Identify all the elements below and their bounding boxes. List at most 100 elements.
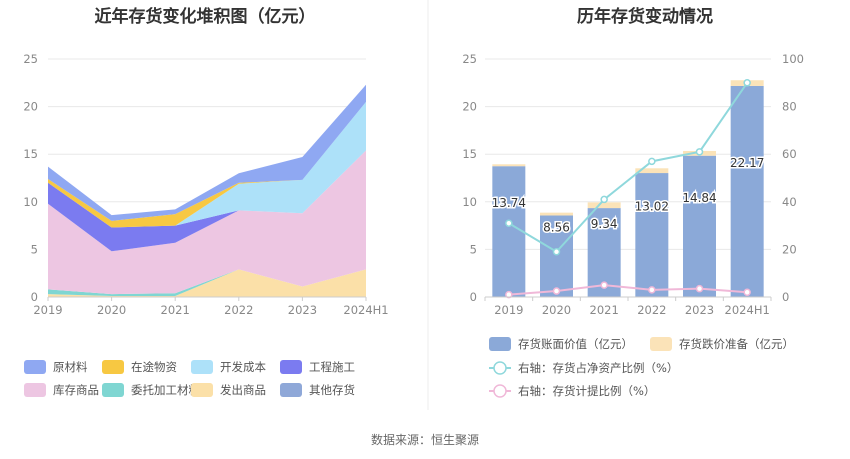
right-bars	[492, 80, 764, 298]
legend-swatch-工程施工	[280, 360, 302, 374]
bar-book-value	[635, 173, 669, 297]
legend-swatch-委托加工材料	[102, 383, 124, 397]
bar-value-label: 8.56	[543, 221, 570, 235]
area-开发成本	[48, 101, 366, 228]
left-x-tick-label: 2023	[288, 303, 317, 317]
right-y2-tick-label: 80	[782, 100, 797, 114]
right-x-tick-label: 2020	[542, 303, 571, 317]
point-provision	[743, 288, 751, 296]
right-y2-tick-label: 60	[782, 147, 797, 161]
left-y-tick-label: 15	[23, 147, 38, 161]
left-x-tick-label: 2020	[97, 303, 126, 317]
right-y-tick-label: 10	[462, 195, 477, 209]
right-y2-tick-label: 0	[782, 290, 789, 304]
left-y-tick-label: 20	[23, 100, 38, 114]
right-y-tick-label: 20	[462, 100, 477, 114]
area-库存商品	[48, 150, 366, 295]
right-x-tick-label: 2019	[494, 303, 523, 317]
bar-line-chart: 历年存货变动情况 13.74 8.56 9.34 13.02 14.84 22.17 0 5…	[462, 6, 804, 398]
bar-impairment	[492, 164, 526, 167]
area-原材料	[48, 84, 366, 221]
legend-swatch-原材料	[24, 360, 46, 374]
left-x-tick-label: 2019	[33, 303, 62, 317]
legend-marker-provision	[493, 384, 507, 398]
right-y2-tick-label: 40	[782, 195, 797, 209]
left-y-tick-label: 10	[23, 195, 38, 209]
bar-value-label: 13.02	[635, 199, 669, 213]
point-provision	[505, 290, 513, 299]
legend-label-工程施工: 工程施工	[309, 360, 355, 374]
area-委托加工材料	[48, 269, 366, 297]
bar-book-value	[683, 155, 716, 297]
right-y-tick-label: 15	[462, 147, 477, 161]
bar-value-label: 14.84	[682, 191, 716, 205]
right-x-tick-label: 2021	[590, 303, 619, 317]
legend-label-库存商品: 库存商品	[53, 383, 99, 397]
left-y-tick-label: 25	[23, 52, 38, 66]
bar-impairment	[540, 212, 573, 216]
bar-value-label: 9.34	[591, 217, 618, 231]
left-x-tick-label: 2022	[224, 303, 253, 317]
bar-value-label: 13.74	[492, 196, 526, 210]
bar-impairment	[635, 168, 669, 174]
legend-label-原材料: 原材料	[53, 360, 88, 374]
right-grid	[485, 58, 771, 298]
left-areas	[48, 84, 366, 297]
line-ratio	[508, 82, 748, 254]
right-chart-title: 历年存货变动情况	[577, 6, 713, 27]
point-provision	[648, 286, 656, 294]
right-y-tick-label: 0	[470, 290, 477, 304]
point-ratio	[552, 248, 561, 256]
point-ratio	[695, 148, 704, 156]
line-provision	[508, 284, 748, 296]
bar-impairment	[587, 202, 621, 209]
right-x-tick-label: 2023	[685, 303, 714, 317]
legend-label-发出商品: 发出商品	[220, 383, 266, 397]
left-chart-title: 近年存货变化堆积图（亿元）	[95, 6, 316, 27]
legend-label-开发成本: 开发成本	[220, 360, 266, 374]
left-x-tick-label: 2024H1	[343, 303, 388, 317]
legend-swatch-开发成本	[191, 360, 213, 374]
bar-book-value	[540, 215, 573, 297]
legend-swatch-在途物资	[102, 360, 124, 374]
legend-swatch-impairment	[650, 337, 672, 351]
right-axis: 0 5 10 15 20 25 0 20 40 60 80 100 2019 2020 2021 2022 20…	[462, 52, 804, 317]
point-ratio	[600, 195, 608, 204]
bar-book-value	[730, 85, 764, 298]
bar-value-label: 22.17	[730, 156, 764, 170]
data-source: 数据来源：恒生聚源	[371, 432, 479, 447]
point-ratio	[648, 157, 656, 166]
point-provision	[695, 284, 704, 293]
right-y-tick-label: 5	[470, 242, 477, 256]
right-legend: 存货账面价值（亿元） 存货跌价准备（亿元）右轴：存货占净资产比例（%） 右轴：存货计…	[489, 337, 794, 398]
right-y2-tick-label: 20	[782, 242, 797, 256]
right-y2-tick-label: 100	[782, 52, 804, 66]
legend-label-ratio: 右轴：存货占净资产比例（%）	[518, 361, 678, 375]
legend-label-其他存货: 其他存货	[309, 383, 355, 397]
stacked-area-chart: 近年存货变化堆积图（亿元） 0 5 10 15 20 25 2019 2020 2021 2022…	[23, 6, 389, 397]
point-ratio	[505, 219, 513, 227]
point-ratio	[743, 79, 751, 87]
left-y-tick-label: 0	[31, 290, 38, 304]
legend-label-委托加工材料: 委托加工材料	[131, 383, 200, 397]
point-provision	[552, 287, 561, 295]
legend-label-provision: 右轴：存货计提比例（%）	[518, 384, 655, 398]
right-x-tick-label: 2022	[637, 303, 666, 317]
right-y-tick-label: 25	[462, 52, 477, 66]
bar-book-value	[492, 166, 526, 297]
legend-label-book-value: 存货账面价值（亿元）	[518, 337, 633, 351]
legend-label-impairment: 存货跌价准备（亿元）	[679, 337, 794, 351]
left-y-tick-label: 5	[31, 242, 38, 256]
area-发出商品	[48, 269, 366, 297]
point-provision	[600, 281, 608, 289]
legend-swatch-其他存货	[280, 383, 302, 397]
right-lines: 13.74 8.56 9.34 13.02 14.84 22.17	[490, 79, 766, 299]
left-x-tick-label: 2021	[161, 303, 190, 317]
legend-swatch-发出商品	[191, 383, 213, 397]
area-在途物资	[48, 101, 366, 228]
legend-marker-ratio	[493, 361, 507, 375]
legend-label-在途物资: 在途物资	[131, 360, 177, 374]
legend-swatch-book-value	[489, 337, 511, 351]
